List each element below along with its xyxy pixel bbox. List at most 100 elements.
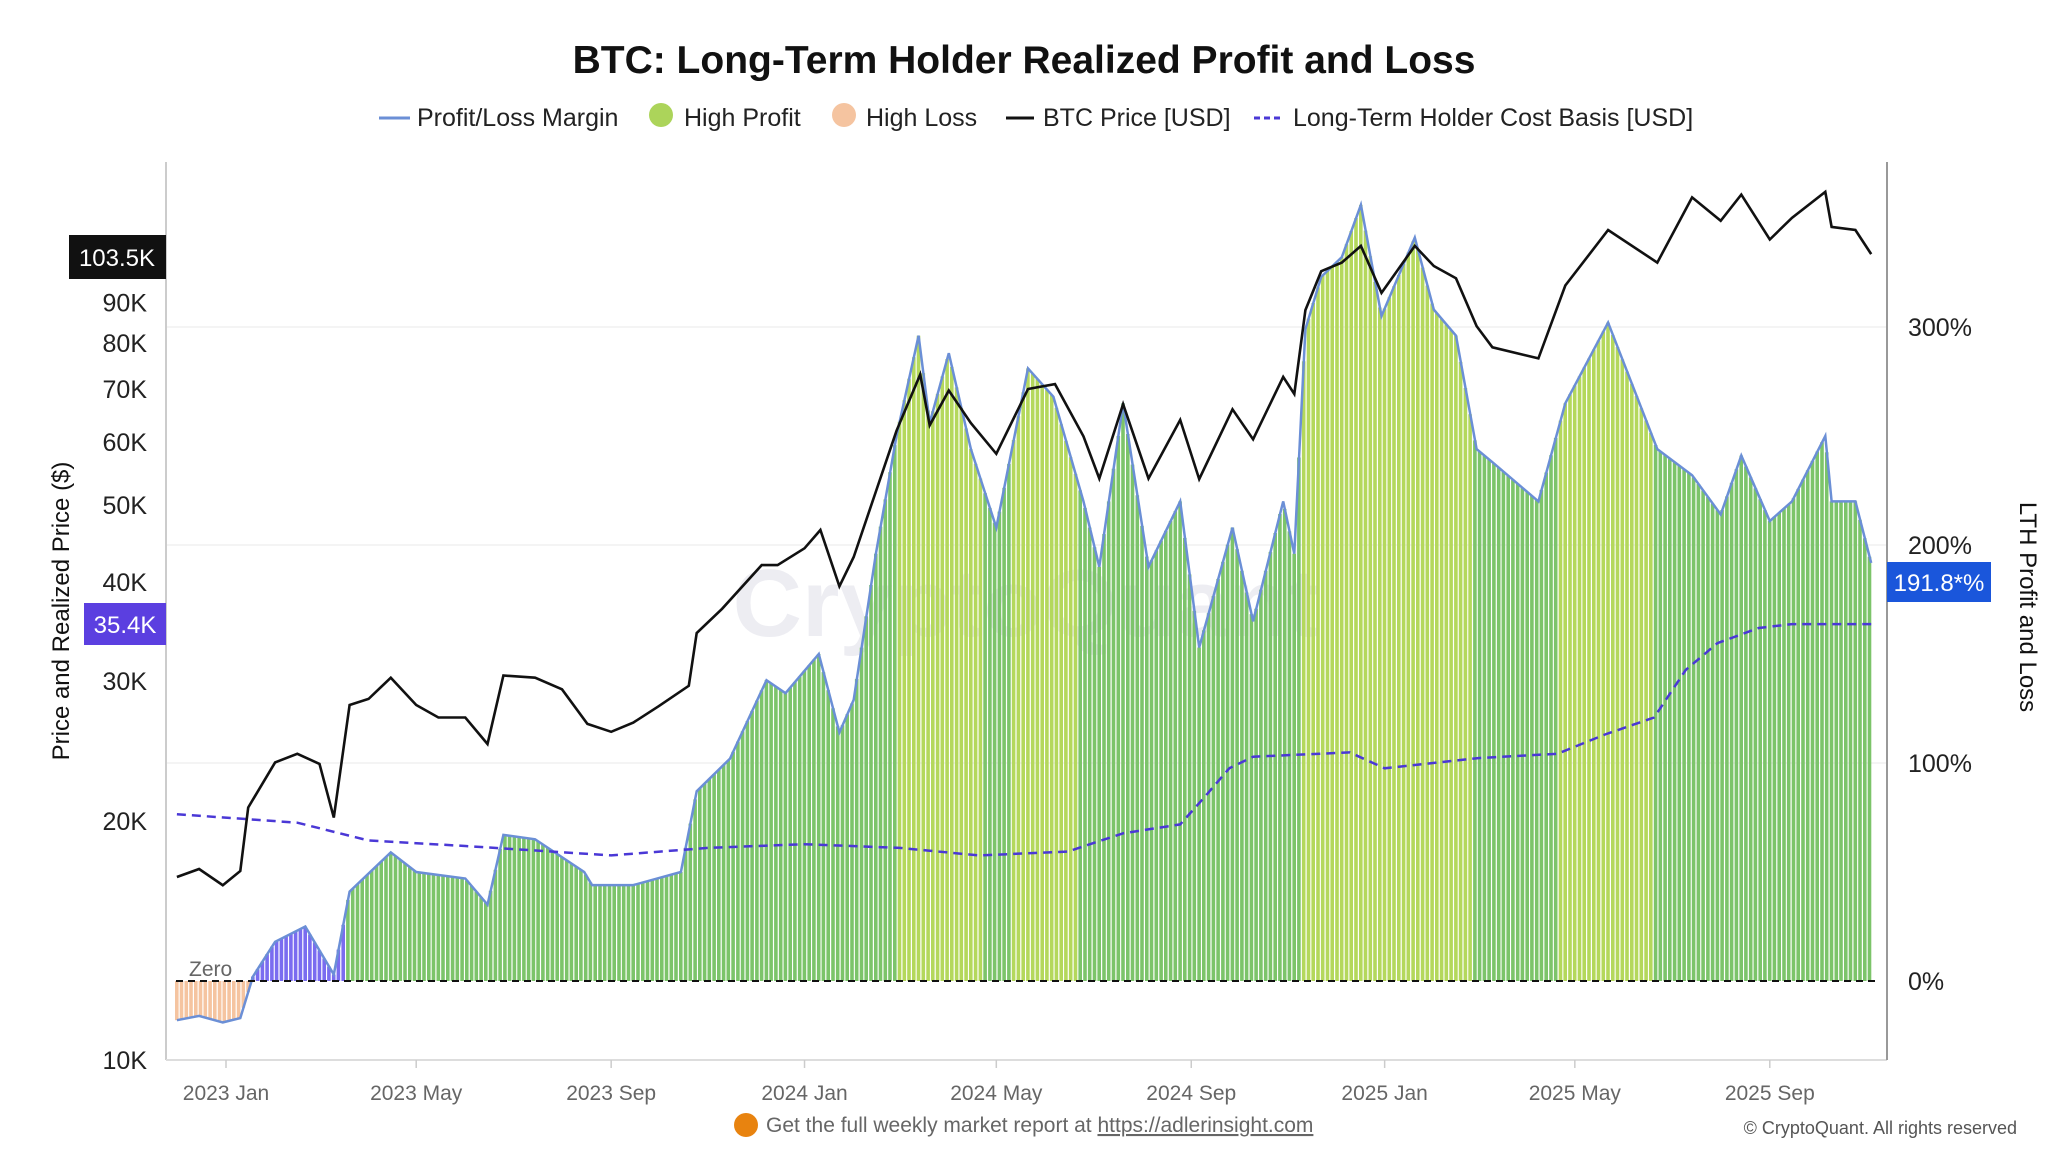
legend-item-high-loss[interactable]: High Loss [832,103,977,132]
margin-bar [845,714,849,981]
legend-item-cost-basis[interactable]: Long-Term Holder Cost Basis [USD] [1254,104,1693,132]
cost-basis-line [176,622,1872,857]
margin-bar [564,860,569,981]
margin-bar [1140,525,1144,981]
margin-bar [835,726,840,981]
margin-bar [1168,521,1173,981]
margin-bar [374,866,379,981]
margin-bar [512,836,517,981]
x-tick-label: 2024 May [950,1082,1043,1105]
margin-bar [1791,498,1796,981]
margin-bar [360,879,364,981]
margin-bar [1477,451,1482,981]
svg-text:Get the full weekly market rep: Get the full weekly market report at htt… [766,1114,1313,1137]
margin-bar [1354,218,1358,981]
margin-bar [1763,510,1767,981]
margin-bar [1454,335,1458,981]
margin-bar [555,854,559,981]
x-tick-label: 2023 Jan [183,1082,269,1105]
margin-bar [973,463,978,981]
left-tick-label: 30K [103,668,148,696]
promo-link[interactable]: https://adlerinsight.com [1097,1114,1313,1137]
legend-item-high-profit[interactable]: High Profit [649,103,801,132]
margin-bar [1106,501,1111,981]
margin-bar [874,553,878,981]
left-tick-label: 50K [103,492,148,520]
margin-bar [726,760,731,981]
margin-bar [1672,462,1677,981]
margin-bar [246,981,250,993]
margin-bar [1844,501,1848,981]
margin-bar [441,875,445,981]
copyright: © CryptoQuant. All rights reserved [1744,1118,2017,1138]
margin-bar [769,683,773,981]
right-axis-title: LTH Profit and Loss [2014,502,2041,712]
margin-bar [869,585,873,981]
margin-bar [826,690,830,981]
margin-bar [1767,521,1772,981]
margin-bar [1192,610,1197,981]
margin-bar [1149,560,1154,981]
margin-bar [698,788,702,981]
left-tick-label: 60K [103,429,148,457]
btc-price-line [176,189,1873,887]
margin-bar [954,387,959,981]
margin-bar [959,408,964,981]
margin-bar [940,376,945,981]
margin-bar [369,870,374,981]
margin-bar [1344,244,1349,981]
margin-bar [1007,463,1011,981]
x-tick-label: 2024 Sep [1146,1082,1236,1105]
margin-bar [303,926,307,981]
margin-bar [1411,241,1415,981]
margin-bar [569,863,574,981]
margin-bar [1116,436,1121,981]
legend-item-margin[interactable]: Profit/Loss Margin [379,104,618,132]
margin-bar [289,933,293,981]
margin-bar [755,700,759,981]
margin-bar [1311,303,1315,981]
margin-bar [992,522,997,981]
margin-bar [398,859,403,981]
margin-bar [1463,388,1468,981]
margin-bar [545,847,550,981]
margin-bar [717,769,721,981]
margin-bar [1734,469,1739,981]
margin-bar [1511,479,1515,981]
margin-bar [1739,455,1743,982]
margin-bar [1278,514,1282,981]
margin-bar [517,837,521,981]
margin-bar [1644,420,1648,981]
margin-bar [1487,459,1491,981]
margin-bar [312,942,317,981]
margin-bar [1515,483,1520,981]
margin-bar [1335,261,1339,981]
margin-bar [1829,501,1834,981]
margin-bar [1306,318,1311,981]
margin-bar [888,472,892,981]
x-tick-label: 2025 Jan [1341,1082,1427,1105]
margin-bar [821,672,826,981]
margin-bar [1045,389,1049,981]
legend-item-btc-price[interactable]: BTC Price [USD] [1006,104,1231,132]
margin-bar [1534,500,1539,981]
margin-bar [479,897,483,981]
margin-bar [921,373,926,982]
left-tick-label: 80K [103,330,148,358]
margin-bar [1021,392,1025,981]
margin-bar [907,378,911,981]
margin-bar [412,870,417,981]
margin-bar [1725,496,1729,981]
x-axis-ticks: 2023 Jan 2023 May 2023 Sep 2024 Jan 2024 May… [183,1060,1815,1105]
margin-bar [1777,512,1781,981]
margin-bar [935,393,940,981]
margin-bar [1544,472,1548,981]
margin-bar [1301,361,1306,981]
margin-bar [379,861,383,981]
margin-bar [641,882,645,981]
margin-bar [1520,487,1525,981]
margin-bar [1815,451,1819,982]
margin-bar [864,616,868,981]
margin-bar [1820,442,1824,981]
margin-bar [1197,647,1201,981]
